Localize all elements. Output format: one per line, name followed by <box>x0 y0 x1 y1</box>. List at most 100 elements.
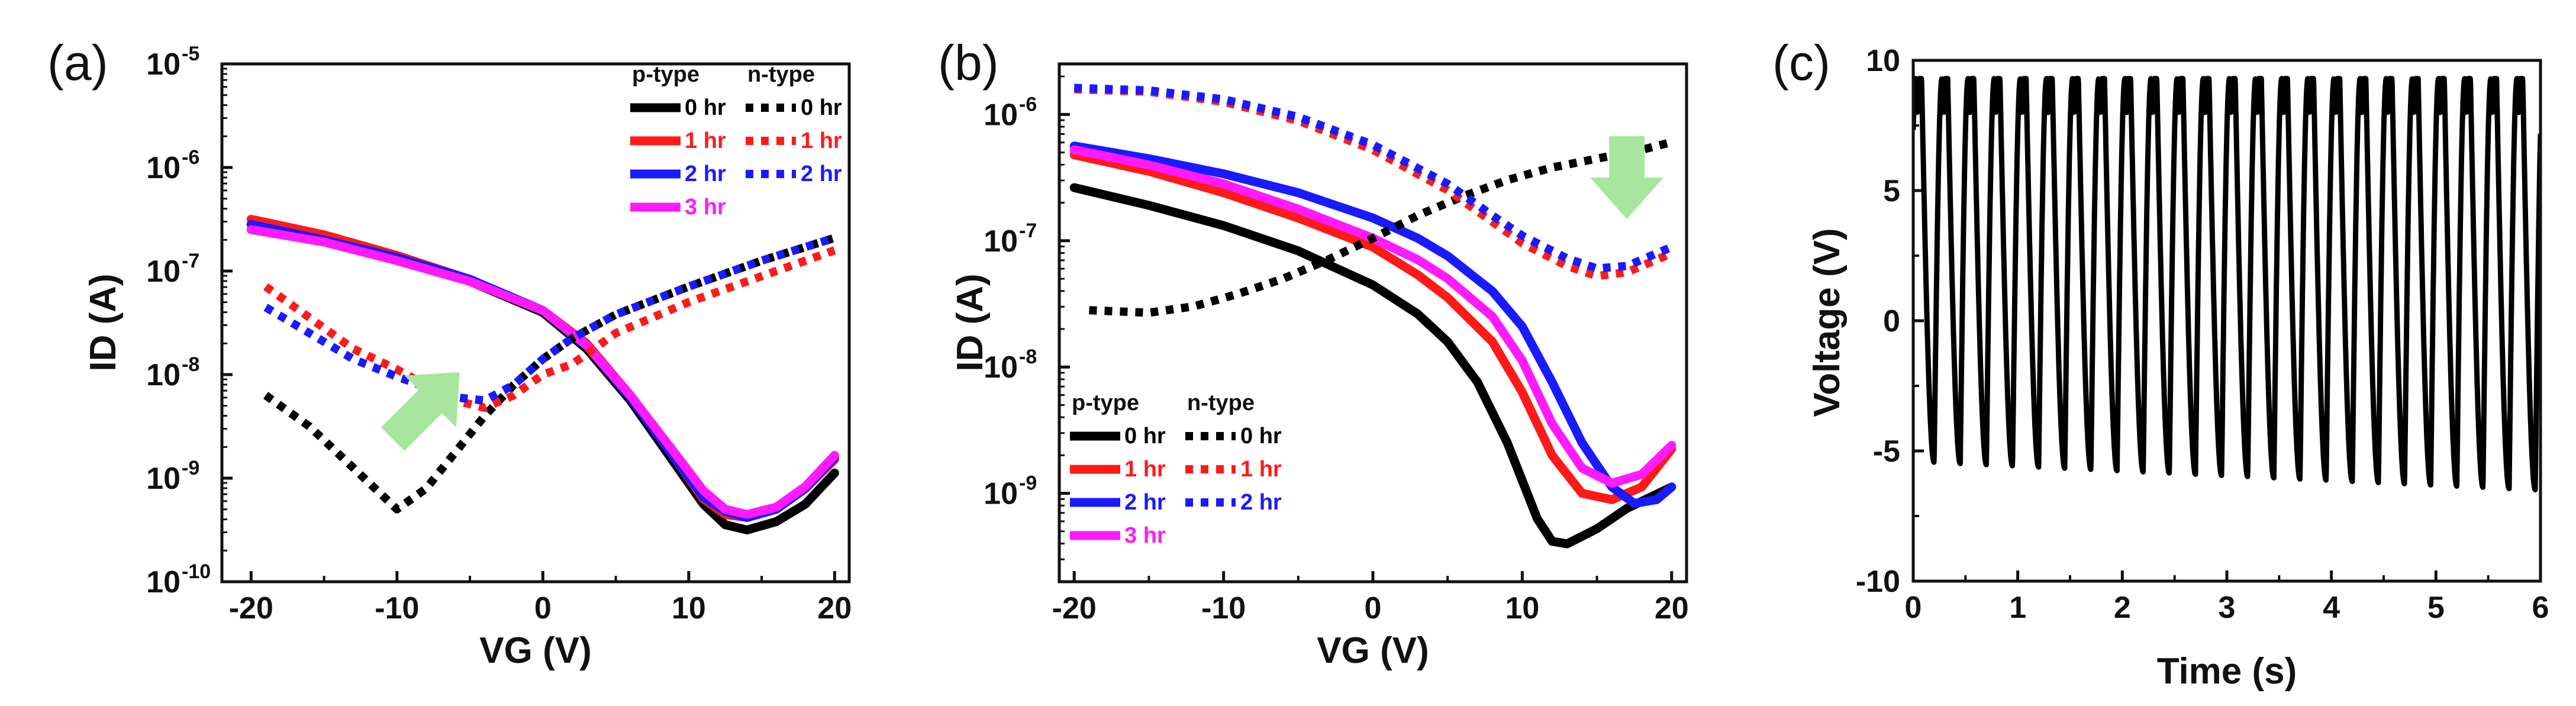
panel-c-label: (c) <box>1772 35 1830 91</box>
legend-label-n-0-hr: 0 hr <box>1240 424 1282 449</box>
x-tick-label: 4 <box>2323 591 2340 625</box>
arrow-group <box>381 372 460 451</box>
y-tick-exponent: -6 <box>1019 93 1037 115</box>
legend-label-p-2-hr: 2 hr <box>1124 490 1166 515</box>
x-tick-label: -20 <box>1052 591 1097 626</box>
x-tick-label: 0 <box>534 591 552 626</box>
panel-b-legend: p-type n-type 0 hr 1 hr 2 hr 3 hr 0 hr 1 hr 2 hr <box>1070 391 1282 548</box>
x-tick-label: 5 <box>2427 591 2445 625</box>
panel-a-annotation <box>381 372 460 451</box>
x-tick-label: 2 <box>2114 591 2131 625</box>
y-tick-base: 10 <box>146 565 180 599</box>
series-line-p-type-3-hr <box>1069 145 1677 488</box>
y-tick-exponent: -8 <box>182 353 199 376</box>
x-tick-label: 10 <box>1505 591 1539 626</box>
panel-b-annotation <box>1590 136 1664 220</box>
legend-label-p-0-hr: 0 hr <box>1124 424 1166 449</box>
legend-header-p: p-type <box>632 62 699 87</box>
y-tick-base: 10 <box>984 350 1018 385</box>
series-line-p-type-0-hr <box>246 220 839 534</box>
y-tick-exponent: -7 <box>182 250 199 272</box>
y-tick-label: -10 <box>1856 565 1900 599</box>
x-tick-label: -10 <box>375 591 419 626</box>
x-tick-label: 20 <box>1655 591 1689 626</box>
x-tick-label: 1 <box>2009 591 2026 625</box>
legend-label-p-1-hr: 1 hr <box>1124 457 1166 482</box>
x-tick-label: 6 <box>2532 591 2549 625</box>
x-tick-label: 3 <box>2219 591 2236 625</box>
voltage-waveform <box>1913 76 2540 492</box>
series-line-n-type-2-hr <box>263 234 836 405</box>
legend-header-n: n-type <box>747 62 815 87</box>
y-tick-base: 10 <box>984 224 1018 259</box>
y-tick-exponent: -8 <box>1019 346 1037 368</box>
y-tick-base: 10 <box>146 254 180 289</box>
series-line-p-type-2-hr <box>246 220 839 522</box>
y-tick-exponent: -7 <box>1019 220 1037 242</box>
legend-header-n: n-type <box>1187 391 1255 415</box>
legend-label-n-2-hr: 2 hr <box>801 162 842 186</box>
y-tick-exponent: -6 <box>182 146 199 169</box>
series-line-n-type-1-hr <box>1073 85 1674 281</box>
series-line-n-type-0-hr <box>1089 138 1673 317</box>
y-tick-exponent: -9 <box>1019 472 1037 495</box>
panel-c-frame <box>1911 59 2542 583</box>
x-tick-label: 0 <box>1905 591 1922 625</box>
legend-label-n-1-hr: 1 hr <box>1240 457 1282 482</box>
x-tick-label: 20 <box>817 591 852 626</box>
y-tick-base: 10 <box>146 47 180 82</box>
panel-b-frame <box>1058 62 1688 584</box>
panel-a-ylabel: ID (A) <box>83 273 124 371</box>
legend-label-n-2-hr: 2 hr <box>1240 490 1282 515</box>
x-tick-label: 10 <box>672 591 706 626</box>
panel-a-legend: p-type n-type 0 hr 1 hr 2 hr 3 hr 0 hr 1 hr 2 hr <box>630 62 842 220</box>
legend-label-p-3-hr: 3 hr <box>1124 523 1166 548</box>
y-tick-base: 10 <box>146 358 180 392</box>
y-tick-exponent: -9 <box>182 457 199 479</box>
y-tick-base: 10 <box>146 462 180 496</box>
y-tick-base: 10 <box>984 477 1018 511</box>
series-line-p-type-3-hr <box>246 225 839 519</box>
panel-b-xlabel: VG (V) <box>1317 630 1429 671</box>
y-tick-base: 10 <box>984 98 1018 132</box>
x-tick-label: -10 <box>1201 591 1246 626</box>
panel-b-series <box>1069 83 1677 549</box>
legend-label-p-0-hr: 0 hr <box>685 95 726 120</box>
series-line-p-type-1-hr <box>246 215 839 522</box>
series-line-p-type-0-hr <box>1069 183 1677 549</box>
panel-c-ylabel: Voltage (V) <box>1807 228 1848 417</box>
panel-c-ticks: 0 1 2 3 4 5 6 -10 -5 0 5 10 <box>1856 44 2549 625</box>
annotation-arrow <box>1590 136 1664 220</box>
y-tick-label: 5 <box>1883 174 1900 208</box>
y-tick-base: 10 <box>146 151 180 185</box>
panel-c-series <box>1913 76 2540 492</box>
legend-header-p: p-type <box>1072 391 1139 415</box>
series-line-p-type-1-hr <box>1069 150 1677 504</box>
panel-a-label: (a) <box>47 35 108 91</box>
panel-b-ylabel: ID (A) <box>950 273 991 371</box>
panel-a-frame <box>220 62 851 584</box>
annotation-arrow <box>381 372 460 451</box>
y-tick-exponent: -5 <box>182 43 199 65</box>
panel-a-series <box>246 215 839 534</box>
legend-label-n-0-hr: 0 hr <box>801 95 842 120</box>
panel-c: (c) 0 1 2 3 4 5 6 -10 -5 0 5 10 Time (s) Voltage (V… <box>1772 35 2549 692</box>
panel-c-xlabel: Time (s) <box>2157 651 2297 692</box>
series-line-n-type-1-hr <box>263 246 836 412</box>
y-tick-exponent: -10 <box>182 560 211 583</box>
x-tick-label: 0 <box>1365 591 1382 626</box>
legend-label-p-1-hr: 1 hr <box>685 128 726 153</box>
legend-label-p-2-hr: 2 hr <box>685 162 726 186</box>
panel-b-label: (b) <box>938 35 999 91</box>
legend-label-n-1-hr: 1 hr <box>801 128 842 153</box>
y-tick-label: 10 <box>1866 44 1900 78</box>
x-tick-label: -20 <box>229 591 273 626</box>
series-line-p-type-2-hr <box>1069 141 1677 508</box>
y-tick-label: 0 <box>1883 304 1900 339</box>
arrow-group <box>1590 136 1664 220</box>
